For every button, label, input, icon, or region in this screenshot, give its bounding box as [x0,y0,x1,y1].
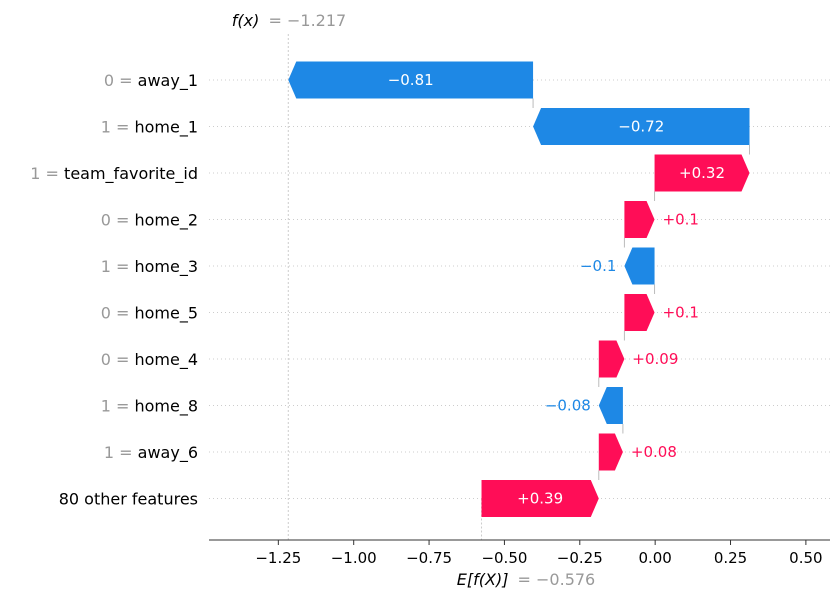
x-axis: −1.25 −1.00 −0.75 −0.50 −0.25 0.00 0.25 0.50 [209,539,830,567]
feature-value: 1 = [101,397,135,416]
feature-bar [533,108,750,145]
reference-lines [287,34,483,540]
feature-name: away_6 [138,443,198,463]
x-tick-label: −1.00 [331,549,377,567]
bar-value-label: −0.72 [618,118,664,136]
feature-name: 80 other features [59,490,198,509]
x-tick-label: −0.50 [481,549,527,567]
feature-label: 1 = team_favorite_id [30,164,198,184]
feature-name: home_5 [134,304,198,324]
bar-value-label: −0.1 [580,257,616,275]
feature-value: 0 = [101,350,135,369]
bars: −0.81 −0.72 +0.32 +0.1 −0.1 +0.1 +0.09 −0.08 +0.… [288,61,751,517]
feature-bar [624,294,655,331]
feature-value: 0 = [101,211,135,230]
efx-annotation: E[f(X)] = −0.576 [457,570,595,589]
feature-bar [288,61,534,99]
feature-bar [598,340,625,378]
efx-value: = −0.576 [518,570,596,589]
feature-value: 0 = [104,71,138,90]
feature-name: home_3 [134,257,198,277]
fx-label: f(x) [232,11,260,30]
feature-bar [654,154,750,192]
feature-label: 80 other features [59,490,198,509]
feature-label: 1 = home_3 [101,257,198,277]
feature-name: away_1 [138,71,198,91]
bar-value-label: +0.32 [679,164,725,182]
bar-value-label: +0.08 [631,443,677,461]
feature-name: home_4 [134,350,198,370]
feature-name: team_favorite_id [64,164,198,184]
feature-value: 1 = [104,443,138,462]
feature-label: 1 = away_6 [104,443,198,463]
feature-value: 1 = [101,118,135,137]
feature-label: 0 = home_4 [101,350,198,370]
feature-bar [624,201,655,238]
x-tick-label: −0.75 [406,549,452,567]
feature-label: 0 = home_5 [101,304,198,324]
x-tick-label: 0.00 [638,549,671,567]
feature-name: home_8 [134,397,198,417]
bar-value-label: −0.81 [388,71,434,89]
x-tick-label: 0.50 [789,549,822,567]
feature-bar [624,247,655,285]
efx-label: E[f(X)] [457,570,509,589]
feature-label: 1 = home_8 [101,397,198,417]
bar-value-label: −0.08 [545,397,591,415]
feature-value: 0 = [101,304,135,323]
x-tick-label: 0.25 [714,549,747,567]
feature-label: 0 = away_1 [104,71,198,91]
feature-labels: 0 = away_11 = home_11 = team_favorite_id… [30,71,198,509]
bar-value-label: +0.09 [632,350,678,368]
feature-value: 1 = [30,164,64,183]
feature-value: 1 = [101,257,135,276]
fx-value: = −1.217 [268,11,346,30]
feature-label: 1 = home_1 [101,118,198,138]
feature-bar [598,387,623,424]
x-tick-label: −0.25 [557,549,603,567]
feature-bar [481,480,599,517]
feature-name: home_2 [134,211,198,231]
bar-value-label: +0.1 [663,211,699,229]
feature-label: 0 = home_2 [101,211,198,231]
feature-bar [598,433,623,471]
fx-annotation: f(x) = −1.217 [232,11,346,30]
bar-value-label: +0.39 [517,490,563,508]
feature-name: home_1 [134,118,198,138]
bar-value-label: +0.1 [663,304,699,322]
x-tick-label: −1.25 [255,549,301,567]
